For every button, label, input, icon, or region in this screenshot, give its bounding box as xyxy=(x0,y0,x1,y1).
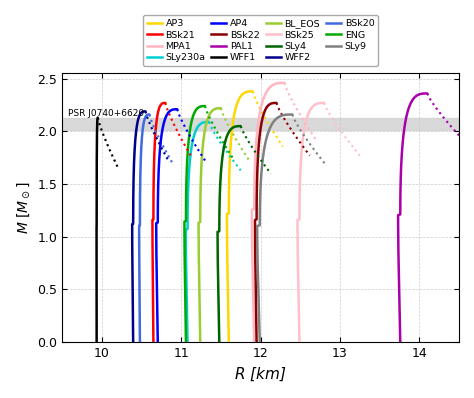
Y-axis label: $M$ [$M_\odot$]: $M$ [$M_\odot$] xyxy=(15,181,32,234)
Text: PSR J0740+6620: PSR J0740+6620 xyxy=(68,109,144,117)
X-axis label: $R$ [km]: $R$ [km] xyxy=(235,366,287,383)
Legend: AP3, BSk21, MPA1, SLy230a, AP4, BSk22, PAL1, WFF1, BL_EOS, BSk25, SLy4, WFF2, BS: AP3, BSk21, MPA1, SLy230a, AP4, BSk22, P… xyxy=(143,16,378,66)
Bar xyxy=(62,118,459,130)
